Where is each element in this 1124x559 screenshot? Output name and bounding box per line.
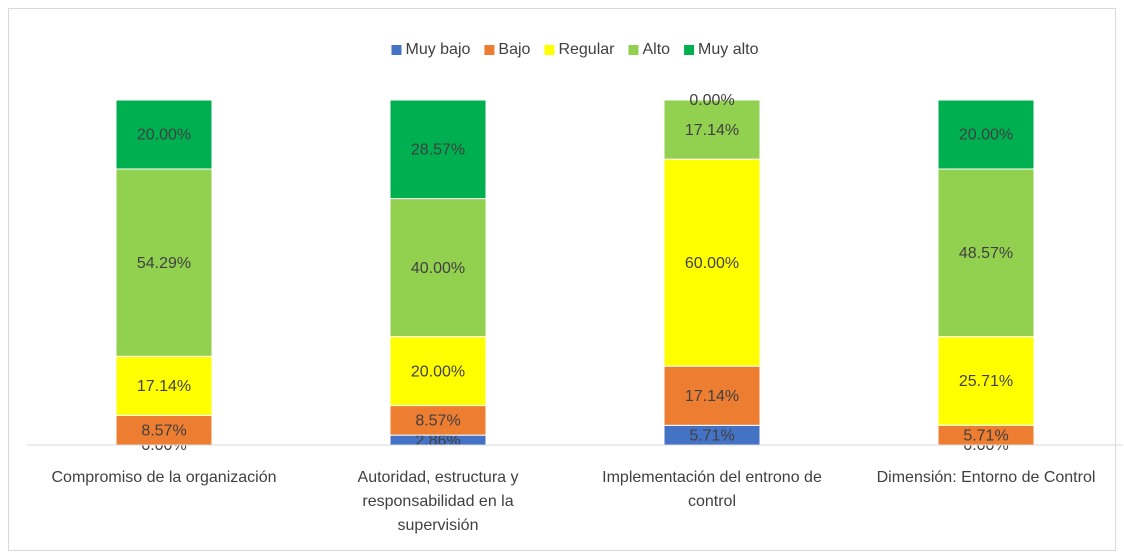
- bar-segment: [937, 99, 1035, 170]
- data-label: 17.14%: [685, 388, 739, 405]
- x-tick-label: Implementación del entrono de control: [602, 469, 822, 510]
- data-label: 20.00%: [137, 127, 191, 144]
- bar-segment: [115, 168, 213, 357]
- bar-segment: [389, 405, 487, 436]
- x-tick-label: Compromiso de la organización: [51, 469, 277, 486]
- bar-segment: [937, 168, 1035, 338]
- data-label: 25.71%: [959, 373, 1013, 390]
- data-label: 20.00%: [959, 127, 1013, 144]
- data-label: 8.57%: [415, 413, 460, 430]
- bar-segment: [389, 336, 487, 407]
- legend-swatch: [484, 45, 495, 55]
- legend-swatch: [684, 45, 695, 55]
- bar-segment: [389, 99, 487, 200]
- bar-segment: [663, 158, 761, 367]
- legend-label: Muy alto: [698, 41, 759, 58]
- data-label: 54.29%: [137, 255, 191, 272]
- data-label: 17.14%: [685, 122, 739, 139]
- legend-swatch: [544, 45, 555, 55]
- data-label: 5.71%: [963, 427, 1008, 444]
- legend-label: Muy bajo: [405, 41, 470, 58]
- legend-label: Regular: [558, 41, 615, 58]
- legend-swatch: [391, 45, 402, 55]
- data-label: 17.14%: [137, 378, 191, 395]
- legend-label: Bajo: [498, 41, 530, 58]
- bar-segment: [115, 355, 213, 416]
- bar-segment: [389, 198, 487, 338]
- data-label: 40.00%: [411, 260, 465, 277]
- data-label: 28.57%: [411, 142, 465, 159]
- bar-segment: [937, 336, 1035, 426]
- data-label: 20.00%: [411, 363, 465, 380]
- bar-segment: [115, 99, 213, 170]
- data-label: 5.71%: [689, 427, 734, 444]
- data-label: 8.57%: [141, 422, 186, 439]
- x-tick-label: Autoridad, estructura y responsabilidad …: [357, 469, 519, 534]
- data-label: 0.00%: [689, 92, 734, 109]
- bar-segment: [663, 365, 761, 426]
- data-label: 60.00%: [685, 255, 739, 272]
- legend-label: Alto: [642, 41, 670, 58]
- x-tick-label: Dimensión: Entorno de Control: [876, 469, 1096, 486]
- data-label: 48.57%: [959, 245, 1013, 262]
- legend-swatch: [628, 45, 639, 55]
- bar-segment: [663, 99, 761, 160]
